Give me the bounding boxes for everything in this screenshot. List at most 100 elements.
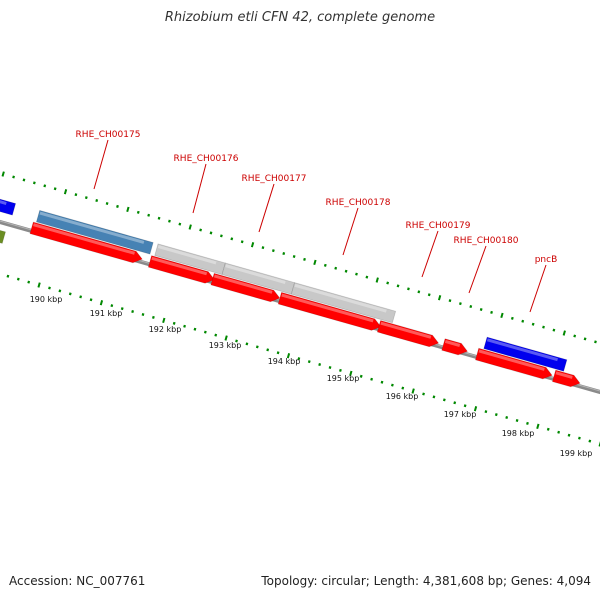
tick-mark-outer [469, 305, 473, 309]
tick-mark-inner [588, 439, 592, 443]
tick-mark-inner [505, 416, 509, 420]
gene-arrow-right [551, 369, 581, 388]
tick-mark-inner [79, 295, 83, 299]
tick-mark-inner [307, 360, 311, 364]
tick-mark-outer [479, 307, 483, 311]
leader-line-rhe-ch00176 [192, 163, 207, 214]
tick-mark-outer [43, 184, 47, 188]
kbp-label: 198 kbp [502, 429, 535, 438]
tick-mark-outer [178, 222, 182, 226]
tick-mark-inner [110, 304, 114, 308]
tick-mark-inner [546, 427, 550, 431]
tick-mark-inner [422, 392, 425, 396]
gene-arrow-rhe-ch00178 [277, 291, 382, 331]
tick-mark-inner [162, 317, 166, 324]
tick-mark-outer [53, 187, 57, 191]
kbp-label: 194 kbp [268, 357, 301, 366]
tick-mark-inner [567, 433, 571, 437]
leader-line-rhe-ch00175 [93, 139, 109, 190]
tick-mark-inner [58, 289, 62, 293]
gene-label-rhe-ch00177: RHE_CH00177 [242, 174, 307, 184]
gene-arrow-rhe-ch00176 [147, 255, 216, 284]
kbp-label: 192 kbp [149, 325, 182, 334]
gene-label-rhe-ch00180: RHE_CH00180 [454, 236, 519, 246]
tick-mark-inner [515, 418, 519, 422]
tick-mark-outer [583, 337, 587, 341]
tick-mark-inner [131, 310, 135, 314]
tick-mark-inner [183, 324, 186, 328]
tick-mark-inner [286, 353, 291, 359]
leader-line-rhe-ch00180 [468, 245, 487, 294]
tick-mark-inner [224, 335, 228, 341]
tick-mark-outer [386, 281, 390, 285]
kbp-label: 190 kbp [30, 295, 63, 304]
kbp-label: 195 kbp [327, 374, 360, 383]
tick-mark-inner [297, 357, 301, 361]
tick-mark-inner [411, 388, 415, 394]
tick-mark-outer [542, 325, 545, 329]
tick-mark-outer [74, 193, 78, 197]
tick-mark-inner [557, 430, 561, 434]
tick-mark-inner [193, 327, 197, 331]
tick-mark-outer [32, 181, 36, 185]
feature-gray-bar-2 [221, 262, 296, 295]
tick-mark-outer [157, 216, 161, 220]
tick-mark-outer [271, 249, 275, 253]
tick-mark-outer [531, 322, 535, 326]
tick-mark-inner [68, 292, 72, 296]
tick-mark-outer [490, 310, 493, 314]
tick-mark-inner [339, 368, 342, 372]
tick-mark-outer [303, 257, 306, 261]
tick-mark-inner [245, 342, 249, 346]
gene-label-pncb: pncB [535, 255, 558, 265]
tick-mark-outer [105, 201, 109, 205]
tick-mark-inner [255, 345, 259, 349]
tick-mark-inner [370, 377, 374, 381]
gene-label-rhe-ch00178: RHE_CH00178 [326, 198, 391, 208]
tick-mark-outer [562, 330, 566, 336]
feature-olive-left [0, 218, 7, 244]
tick-mark-outer [1, 171, 5, 177]
tick-mark-inner [172, 321, 176, 325]
tick-mark-inner [526, 421, 529, 425]
kbp-label: 197 kbp [444, 410, 477, 419]
tick-mark-outer [323, 263, 327, 267]
kbp-label: 196 kbp [386, 392, 419, 401]
tick-mark-inner [318, 363, 322, 367]
feature-gray-bar-3 [290, 282, 397, 324]
tick-mark-outer [188, 224, 192, 230]
tick-mark-inner [203, 330, 207, 334]
leader-line-rhe-ch00179 [421, 230, 439, 278]
map-title: Rhizobium etli CFN 42, complete genome [164, 10, 436, 25]
tick-mark-inner [349, 370, 353, 377]
tick-mark-outer [313, 259, 317, 266]
tick-mark-inner [484, 410, 488, 414]
tick-mark-inner [235, 339, 238, 343]
tick-mark-inner [48, 286, 51, 290]
tick-mark-outer [500, 312, 504, 319]
gene-arrow-rhe-ch00175 [29, 221, 143, 264]
leader-line-rhe-ch00177 [258, 183, 275, 233]
tick-mark-inner [578, 436, 581, 440]
tick-mark-outer [282, 252, 286, 256]
tick-mark-inner [473, 406, 478, 412]
gene-label-rhe-ch00179: RHE_CH00179 [406, 221, 471, 231]
tick-mark-outer [147, 213, 151, 217]
tick-mark-outer [12, 175, 15, 179]
tick-mark-inner [536, 423, 540, 430]
accession-label: Accession: NC_007761 [9, 574, 146, 588]
tick-mark-outer [230, 237, 234, 241]
kbp-label: 199 kbp [560, 449, 593, 458]
tick-mark-outer [84, 196, 88, 200]
tick-mark-outer [261, 246, 265, 250]
feature-blue-pncb [483, 336, 568, 372]
tick-mark-outer [292, 254, 296, 258]
tick-mark-outer [63, 189, 68, 195]
tick-mark-outer [448, 299, 452, 303]
tick-mark-outer [240, 240, 244, 244]
tick-mark-inner [266, 348, 270, 352]
tick-mark-outer [375, 277, 379, 283]
kbp-label: 193 kbp [209, 341, 242, 350]
tick-mark-inner [214, 333, 218, 337]
